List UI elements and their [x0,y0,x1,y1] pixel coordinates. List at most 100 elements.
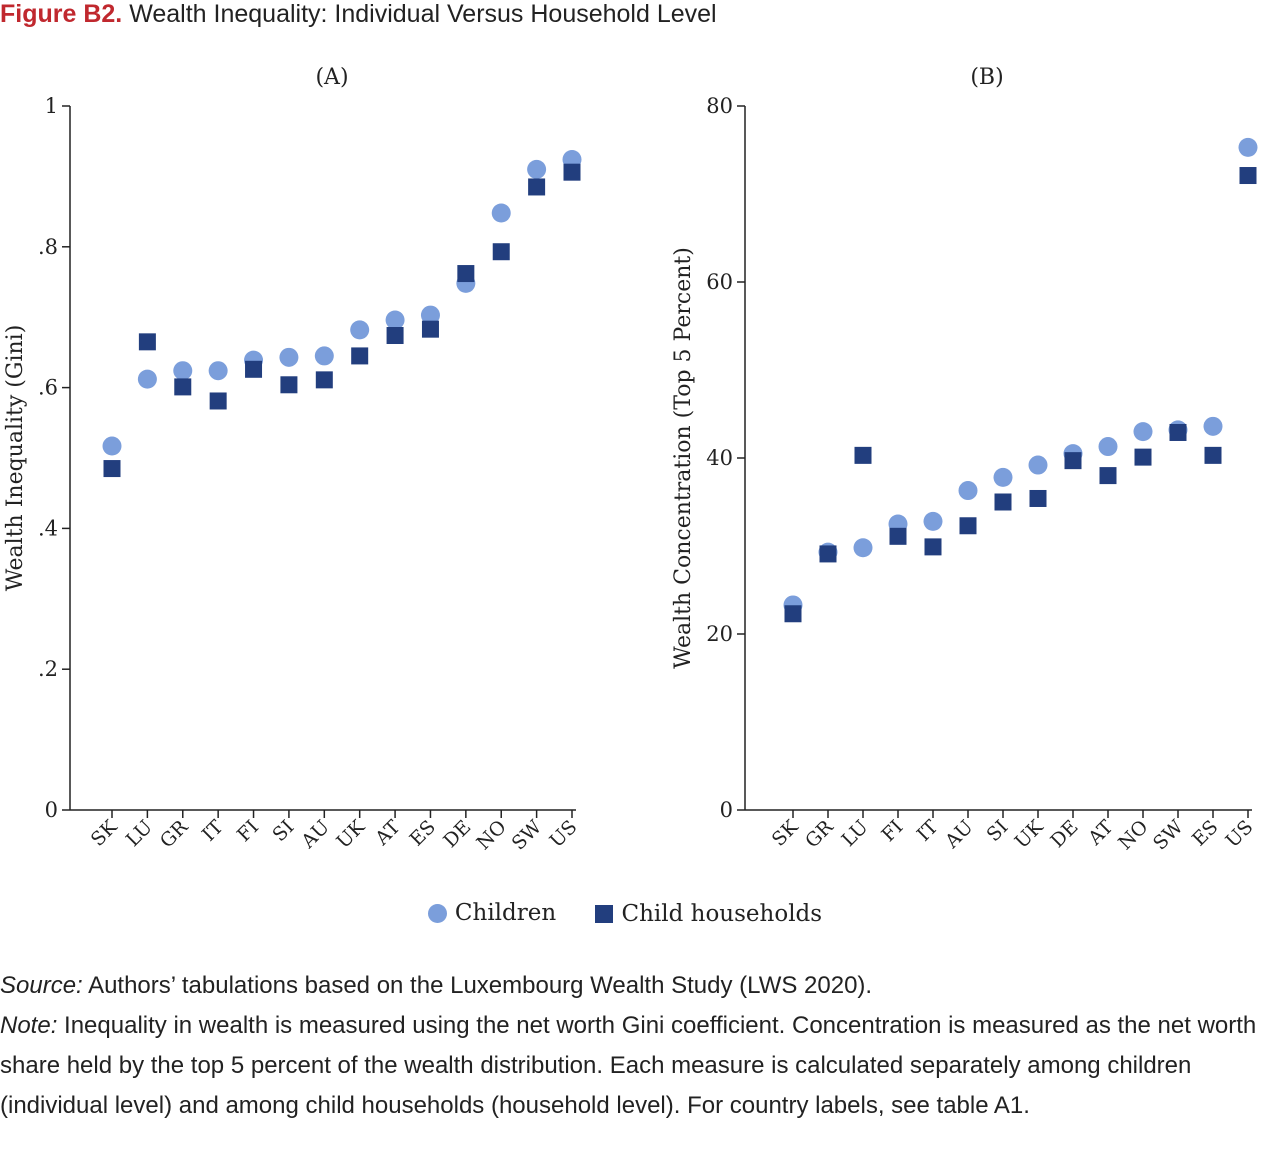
x-tick-label: AU [940,816,977,853]
x-tick-label: IT [198,816,228,846]
legend-label-households: Child households [621,900,823,927]
children-point [208,361,228,381]
household-point [1169,423,1187,441]
children-point [1238,137,1258,157]
legend: Children Child households [0,900,1250,929]
children-point [993,467,1013,487]
panel-label: (A) [315,65,348,90]
legend-item-households: Child households [595,901,822,927]
household-point [351,347,369,365]
panel-a: (A) 0 .2 .4 .6 .8 1 Wealth Inequality (Gini) SK L… [3,65,582,855]
source-line: Source: Authors’ tabulations based on th… [0,966,1280,1006]
household-point [1099,467,1117,485]
household-point [1134,448,1152,466]
household-point [492,243,510,261]
y-tick-label: .4 [38,516,58,540]
legend-label-children: Children [454,900,557,926]
figure-title: Figure B2. Wealth Inequality: Individual… [0,0,717,28]
source-text: Authors’ tabulations based on the Luxemb… [82,972,873,999]
x-tick-label: SI [268,816,298,846]
children-point [853,538,873,558]
household-point [386,327,404,345]
note-text: Inequality in wealth is measured using t… [0,1012,1257,1119]
y-tick-label: 60 [706,270,733,294]
x-tick-label: US [545,816,581,852]
x-tick-label: DE [439,816,475,852]
household-point [563,163,581,181]
x-tick-label: AT [370,816,404,850]
household-point [889,527,907,545]
panel-label: (B) [970,65,1003,90]
y-tick-label: 40 [706,446,733,470]
children-point [1098,437,1118,457]
x-tick-label: SW [1149,816,1188,855]
x-tick-label: ES [405,816,440,851]
household-point [421,320,439,338]
figure-title-text: Wealth Inequality: Individual Versus Hou… [129,0,717,28]
household-point [959,517,977,535]
household-point [174,378,192,396]
household-point [245,360,263,378]
household-point [103,460,121,478]
x-tick-label: US [1221,816,1257,852]
y-tick-label: 0 [720,798,733,822]
x-tick-label: FI [877,816,907,846]
children-point [314,346,334,366]
y-tick-label: 20 [706,622,733,646]
x-tick-label: AU [297,816,334,853]
household-point [280,376,298,394]
x-tick-label: ES [1188,816,1223,851]
household-point [457,265,475,283]
x-tick-label: SK [87,815,122,850]
household-point [315,371,333,389]
x-tick-label: DE [1046,816,1082,852]
x-tick-label: LU [122,816,157,851]
children-point [958,481,978,501]
x-tick-label: NO [472,816,510,854]
y-axis-label: Wealth Concentration (Top 5 Percent) [671,247,696,669]
x-tick-label: SI [982,816,1012,846]
household-point [138,333,156,351]
household-point [854,446,872,464]
household-point [1029,489,1047,507]
y-tick-label: 1 [45,94,58,118]
figure-notes: Source: Authors’ tabulations based on th… [0,966,1280,1126]
x-tick-label: NO [1114,816,1152,854]
note-label: Note: [0,1012,58,1039]
x-tick-label: SW [508,816,547,855]
y-tick-label: 80 [706,94,733,118]
household-point [994,493,1012,511]
x-tick-label: GR [801,815,838,852]
x-tick-label: IT [913,816,943,846]
x-tick-label: SK [768,815,803,850]
figure-label: Figure B2. [0,0,123,28]
children-point [923,511,943,531]
household-point [209,392,227,410]
household-point [1064,452,1082,470]
legend-item-children: Children [427,900,557,926]
household-point [784,605,802,623]
children-point [102,436,122,456]
x-tick-label: FI [233,816,263,846]
children-point [420,305,440,325]
household-point [1239,167,1257,185]
legend-square-marker [595,904,614,923]
children-point [1028,455,1048,475]
children-point [1203,416,1223,436]
source-label: Source: [0,972,83,999]
x-tick-label: LU [837,816,872,851]
x-tick-label: AT [1083,816,1117,850]
children-point [1133,422,1153,442]
children-point [491,203,511,223]
household-point [924,538,942,556]
y-tick-label: .8 [38,235,58,259]
x-tick-label: UK [1011,815,1048,852]
x-tick-label: GR [156,815,193,852]
y-axis-label: Wealth Inequality (Gini) [3,325,28,592]
household-point [1204,446,1222,464]
y-tick-label: 0 [45,798,58,822]
children-point [137,369,157,389]
children-point [385,310,405,330]
children-point [173,361,193,381]
